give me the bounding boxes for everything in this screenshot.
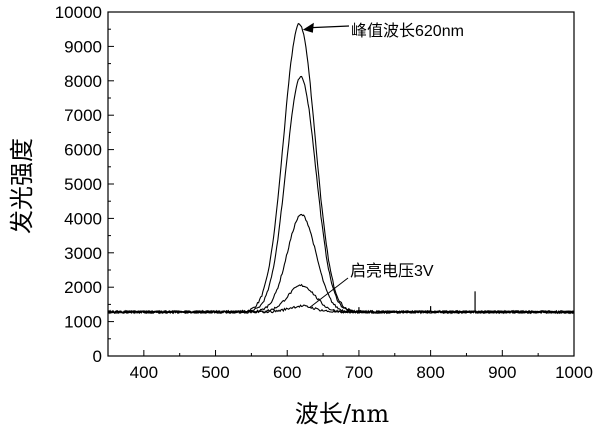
spectrum-line-4 bbox=[107, 283, 574, 315]
y-tick-label: 6000 bbox=[64, 141, 102, 160]
y-tick-label: 3000 bbox=[64, 244, 102, 263]
peak-arrowhead bbox=[302, 22, 314, 33]
y-axis: 0 1000 2000 3000 4000 5000 6000 7000 8000 9000 100… bbox=[55, 3, 114, 366]
voltage-annotation-line bbox=[309, 277, 349, 308]
y-tick-label: 1000 bbox=[64, 313, 102, 332]
y-tick-label: 9000 bbox=[64, 37, 102, 56]
x-axis-title: 波长/nm bbox=[295, 400, 390, 428]
x-tick-label: 400 bbox=[130, 363, 158, 382]
y-tick-label: 5000 bbox=[64, 175, 102, 194]
y-tick-label: 2000 bbox=[64, 278, 102, 297]
x-tick-label: 1000 bbox=[555, 363, 593, 382]
spectrum-line-1 bbox=[107, 22, 575, 315]
y-tick-label: 10000 bbox=[55, 3, 102, 22]
peak-annotation-arrow bbox=[308, 25, 350, 29]
spectrum-line-2 bbox=[107, 75, 574, 315]
y-tick-label: 4000 bbox=[64, 209, 102, 228]
y-axis-title: 发光强度 bbox=[8, 138, 36, 234]
y-tick-label: 0 bbox=[93, 347, 102, 366]
x-tick-label: 700 bbox=[345, 363, 373, 382]
spectrum-line-5 bbox=[107, 304, 574, 315]
x-axis: 400 500 600 700 800 900 1000 bbox=[107, 350, 593, 382]
voltage-annotation-label: 启亮电压3V bbox=[350, 262, 434, 280]
series-group bbox=[107, 22, 575, 315]
y-tick-label: 8000 bbox=[64, 72, 102, 91]
x-tick-label: 500 bbox=[201, 363, 229, 382]
x-tick-label: 900 bbox=[488, 363, 516, 382]
spectrum-line-3 bbox=[107, 213, 575, 315]
x-tick-label: 600 bbox=[273, 363, 301, 382]
annotations: 峰值波长620nm 启亮电压3V bbox=[302, 22, 464, 308]
x-tick-label: 800 bbox=[416, 363, 444, 382]
peak-annotation-label: 峰值波长620nm bbox=[351, 22, 464, 40]
y-tick-label: 7000 bbox=[64, 106, 102, 125]
